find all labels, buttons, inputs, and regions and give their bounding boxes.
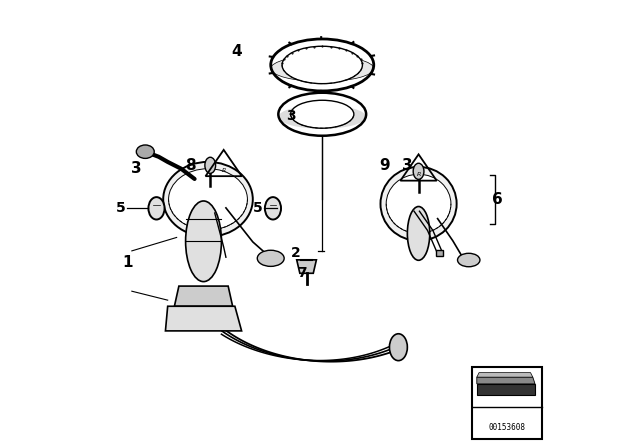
Ellipse shape xyxy=(386,174,451,233)
Text: 5: 5 xyxy=(252,201,262,215)
Polygon shape xyxy=(436,250,443,255)
Text: 3: 3 xyxy=(402,158,413,173)
Ellipse shape xyxy=(186,201,221,282)
Ellipse shape xyxy=(413,163,424,179)
Polygon shape xyxy=(477,377,535,384)
Ellipse shape xyxy=(205,157,216,173)
Text: 7: 7 xyxy=(297,266,307,280)
Ellipse shape xyxy=(380,167,457,241)
Ellipse shape xyxy=(390,334,408,361)
Text: R: R xyxy=(221,168,226,173)
Polygon shape xyxy=(297,260,316,273)
Text: 5: 5 xyxy=(116,201,125,215)
Ellipse shape xyxy=(168,169,248,230)
Ellipse shape xyxy=(408,207,430,260)
Polygon shape xyxy=(165,306,242,331)
Text: 8: 8 xyxy=(185,158,195,173)
Text: 4: 4 xyxy=(232,44,243,59)
Ellipse shape xyxy=(291,100,354,128)
Ellipse shape xyxy=(278,105,366,129)
Text: 3: 3 xyxy=(286,109,296,124)
Polygon shape xyxy=(477,384,535,395)
Text: 3: 3 xyxy=(131,160,141,176)
Ellipse shape xyxy=(282,46,362,84)
Polygon shape xyxy=(174,286,233,306)
Text: R: R xyxy=(417,172,420,177)
Ellipse shape xyxy=(458,253,480,267)
Text: 00153608: 00153608 xyxy=(488,423,525,432)
Ellipse shape xyxy=(148,197,164,220)
Ellipse shape xyxy=(163,162,253,237)
Text: 9: 9 xyxy=(380,158,390,173)
Polygon shape xyxy=(477,373,533,377)
Text: 6: 6 xyxy=(492,192,502,207)
Ellipse shape xyxy=(265,197,281,220)
Text: 2: 2 xyxy=(291,246,300,260)
Ellipse shape xyxy=(136,145,154,159)
Ellipse shape xyxy=(271,56,374,82)
Ellipse shape xyxy=(257,250,284,267)
Text: 1: 1 xyxy=(122,254,132,270)
